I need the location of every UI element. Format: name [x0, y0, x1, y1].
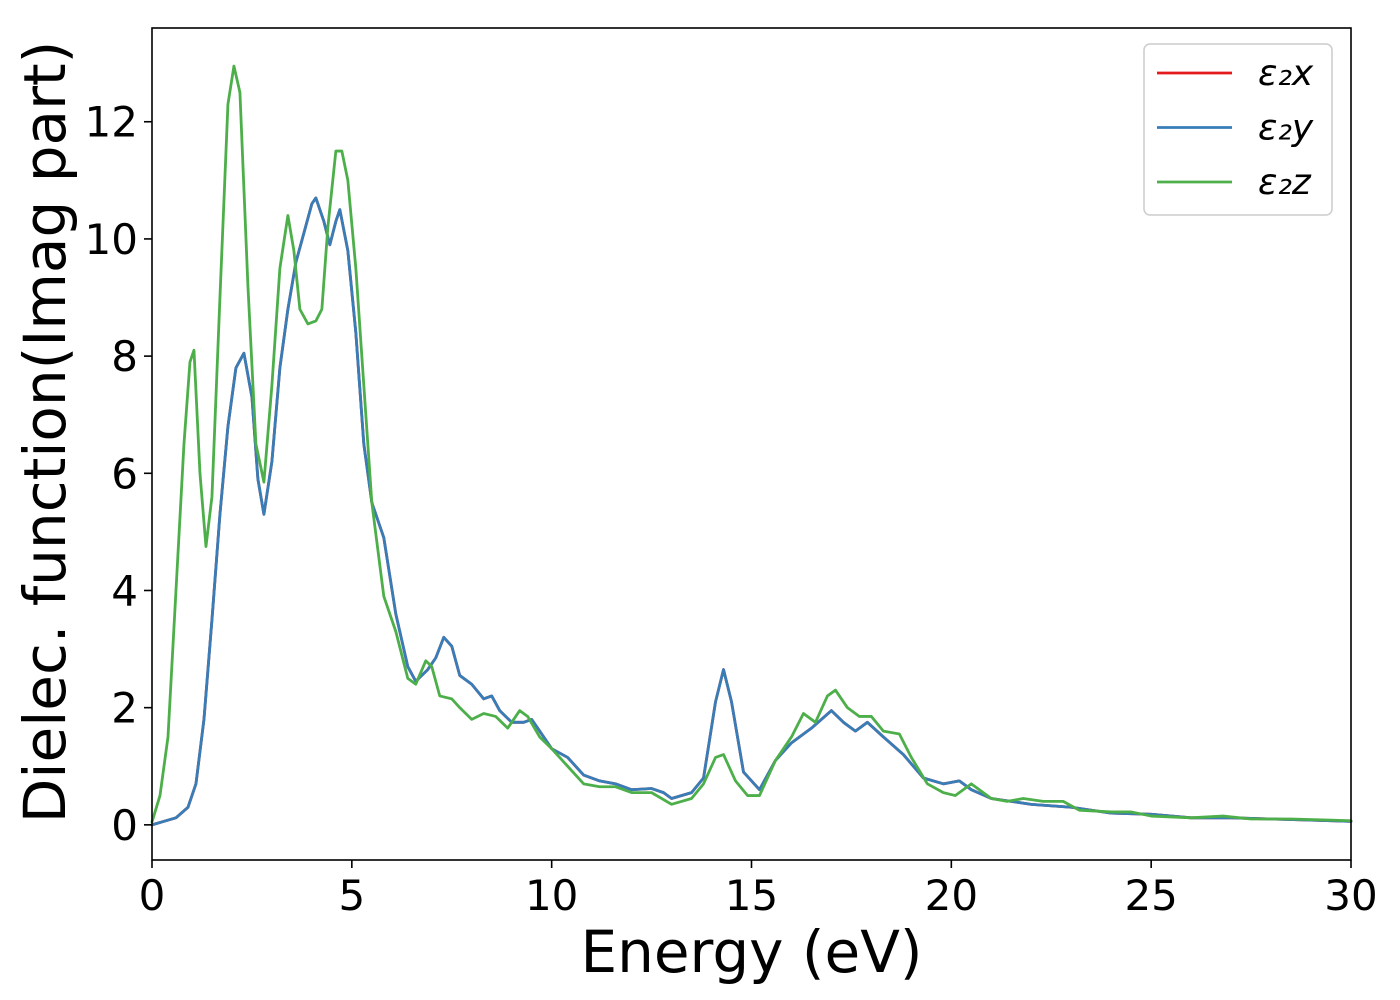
- x-axis-label: Energy (eV): [580, 918, 922, 986]
- x-axis-ticks: 0 5 10 15 20 25 30: [139, 860, 1378, 920]
- x-tick-label: 0: [139, 871, 166, 920]
- y-axis-label: Dielec. function(Imag part): [11, 41, 79, 824]
- legend-label-0: ε₂x: [1258, 53, 1314, 94]
- series-line-1: [150, 196, 1353, 827]
- series-line-0: [150, 196, 1353, 827]
- x-tick-label: 5: [338, 871, 365, 920]
- x-tick-label: 25: [1124, 871, 1177, 920]
- y-tick-label: 4: [111, 566, 138, 615]
- y-tick-label: 2: [111, 684, 138, 733]
- y-tick-label: 6: [111, 449, 138, 498]
- series-line-2: [150, 64, 1353, 824]
- x-tick-label: 20: [925, 871, 978, 920]
- y-axis-ticks: 0 2 4 6 8 10 12: [85, 98, 152, 850]
- legend-box: [1143, 43, 1333, 216]
- y-tick-label: 8: [111, 332, 138, 381]
- x-tick-label: 10: [525, 871, 578, 920]
- legend-label-2: ε₂z: [1258, 162, 1312, 203]
- y-tick-label: 10: [85, 215, 138, 264]
- legend: ε₂x ε₂y ε₂z: [1143, 43, 1333, 216]
- y-tick-label: 0: [111, 801, 138, 850]
- legend-entries: ε₂x ε₂y ε₂z: [1157, 53, 1314, 203]
- series-layer: [150, 64, 1353, 827]
- legend-label-1: ε₂y: [1258, 108, 1314, 149]
- x-tick-label: 30: [1324, 871, 1377, 920]
- x-tick-label: 15: [725, 871, 778, 920]
- y-tick-label: 12: [85, 98, 138, 147]
